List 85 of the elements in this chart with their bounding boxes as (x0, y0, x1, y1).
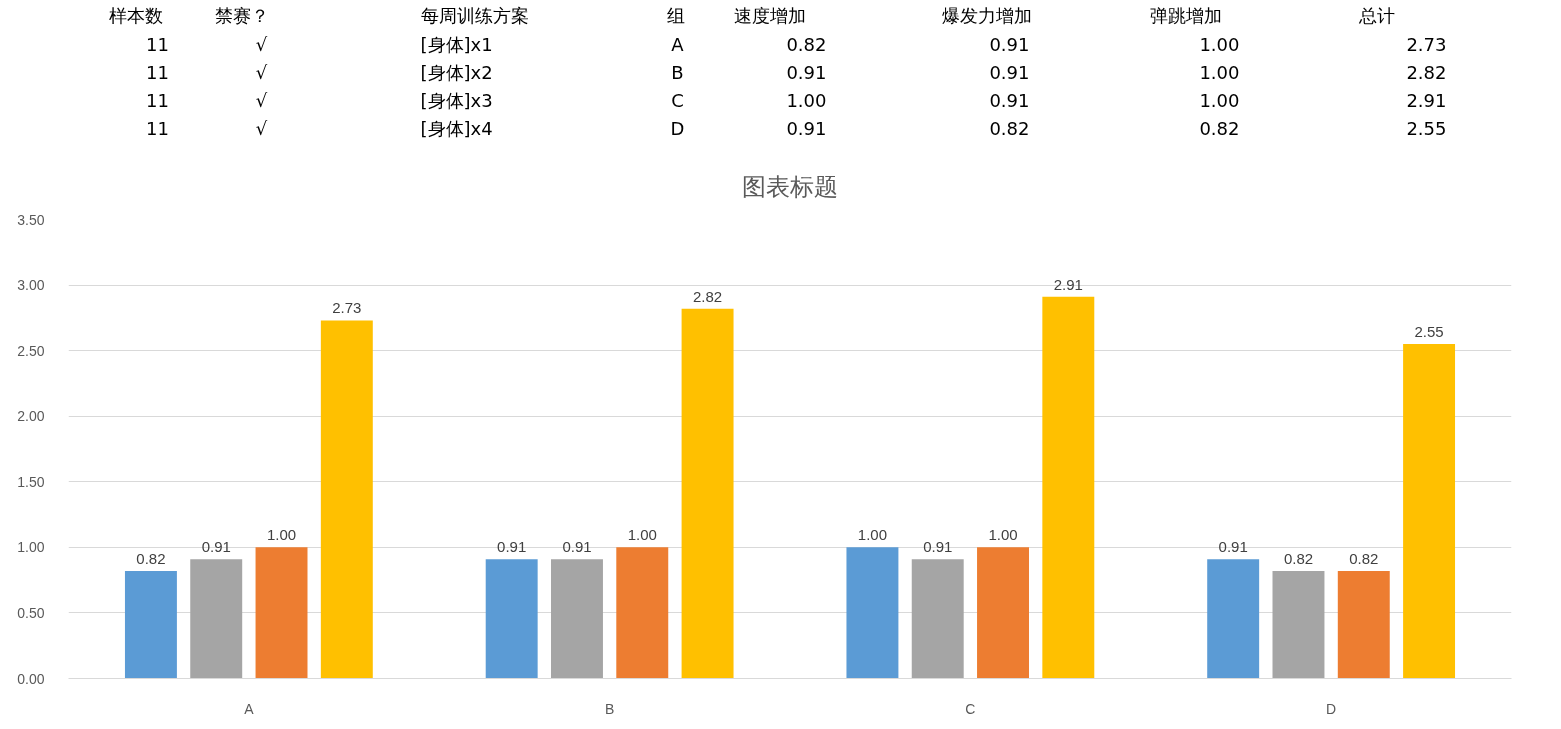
bar (551, 559, 603, 679)
y-tick-label: 3.00 (17, 277, 45, 294)
data-label: 1.00 (627, 526, 657, 544)
text: 0.82 (786, 34, 827, 55)
data-label: 0.82 (1349, 549, 1379, 567)
x-tick-label: B (604, 700, 615, 717)
category-label: 总计 (1357, 5, 1395, 26)
bar (977, 547, 1029, 679)
data-label: 0.91 (923, 538, 953, 556)
bar (124, 570, 177, 679)
data-label: 0.91 (497, 538, 527, 556)
text: [身体]x3 (420, 90, 493, 111)
bar (1337, 570, 1390, 679)
y-tick-label: 2.50 (17, 342, 45, 359)
bar (320, 320, 373, 679)
bar (911, 559, 964, 679)
text: √ (255, 90, 268, 111)
x-tick-label: A (244, 700, 255, 717)
text: √ (255, 62, 268, 83)
text: 1.00 (1199, 62, 1240, 83)
bar (1042, 296, 1095, 679)
data-label: 0.82 (1283, 549, 1314, 567)
y-tick-label: 0.50 (17, 604, 45, 621)
bar (846, 547, 899, 679)
text: 0.82 (989, 118, 1030, 139)
category-label: 弹跳增加 (1149, 5, 1222, 26)
bar (1272, 570, 1325, 679)
y-tick-label: 1.00 (17, 539, 45, 556)
text: 0.82 (1199, 118, 1240, 139)
data-label: 2.73 (332, 299, 362, 317)
y-tick-label: 0.00 (17, 670, 45, 687)
data-label: 0.91 (562, 538, 592, 556)
bar (1403, 344, 1456, 679)
text: B (671, 62, 684, 83)
y-tick-label: 2.00 (17, 408, 45, 425)
category-label: 组 (666, 5, 685, 26)
text: 11 (146, 118, 169, 139)
y-tick-label: 1.50 (17, 473, 45, 490)
data-label: 0.82 (136, 549, 166, 567)
text: √ (255, 34, 268, 55)
bar (485, 559, 538, 679)
text: [身体]x1 (420, 34, 493, 55)
data-label: 2.82 (692, 287, 723, 305)
y-tick-label: 3.50 (17, 211, 45, 228)
chart-title: 图表标题 (742, 172, 838, 201)
text: 11 (146, 62, 169, 83)
category-label: 样本数 (108, 5, 163, 26)
text: 1.00 (1199, 90, 1240, 111)
data-label: 2.91 (1053, 275, 1083, 293)
bar (1207, 559, 1260, 679)
data-label: 2.55 (1414, 323, 1444, 341)
text: 2.55 (1406, 118, 1447, 139)
category-label: 速度增加 (733, 5, 806, 26)
bar (190, 559, 243, 679)
text: 1.00 (1199, 34, 1240, 55)
text: D (670, 118, 685, 139)
text: 2.82 (1406, 62, 1447, 83)
x-tick-label: C (965, 700, 976, 717)
bar (616, 547, 669, 679)
text: 11 (146, 34, 169, 55)
category-label: 爆发力增加 (941, 5, 1032, 26)
data-label: 1.00 (266, 526, 297, 544)
text: 2.73 (1406, 34, 1447, 55)
text: 11 (146, 90, 169, 111)
text: 1.00 (786, 90, 827, 111)
text: A (671, 34, 685, 55)
text: C (671, 90, 684, 111)
data-label: 0.91 (201, 538, 231, 556)
text: 0.91 (786, 118, 827, 139)
bar (255, 547, 308, 679)
category-label: 禁赛？ (214, 5, 269, 26)
text: √ (255, 118, 268, 139)
data-label: 1.00 (988, 526, 1018, 544)
data-label: 1.00 (857, 526, 888, 544)
category-label: 每周训练方案 (420, 5, 529, 26)
data-label: 0.91 (1218, 538, 1248, 556)
text: 0.91 (989, 62, 1030, 83)
text: 0.91 (989, 34, 1030, 55)
text: [身体]x2 (420, 62, 493, 83)
text: 0.91 (989, 90, 1030, 111)
bar (681, 308, 734, 679)
text: 2.91 (1406, 90, 1447, 111)
x-tick-label: D (1326, 700, 1337, 717)
text: 0.91 (786, 62, 827, 83)
text: [身体]x4 (420, 118, 493, 139)
